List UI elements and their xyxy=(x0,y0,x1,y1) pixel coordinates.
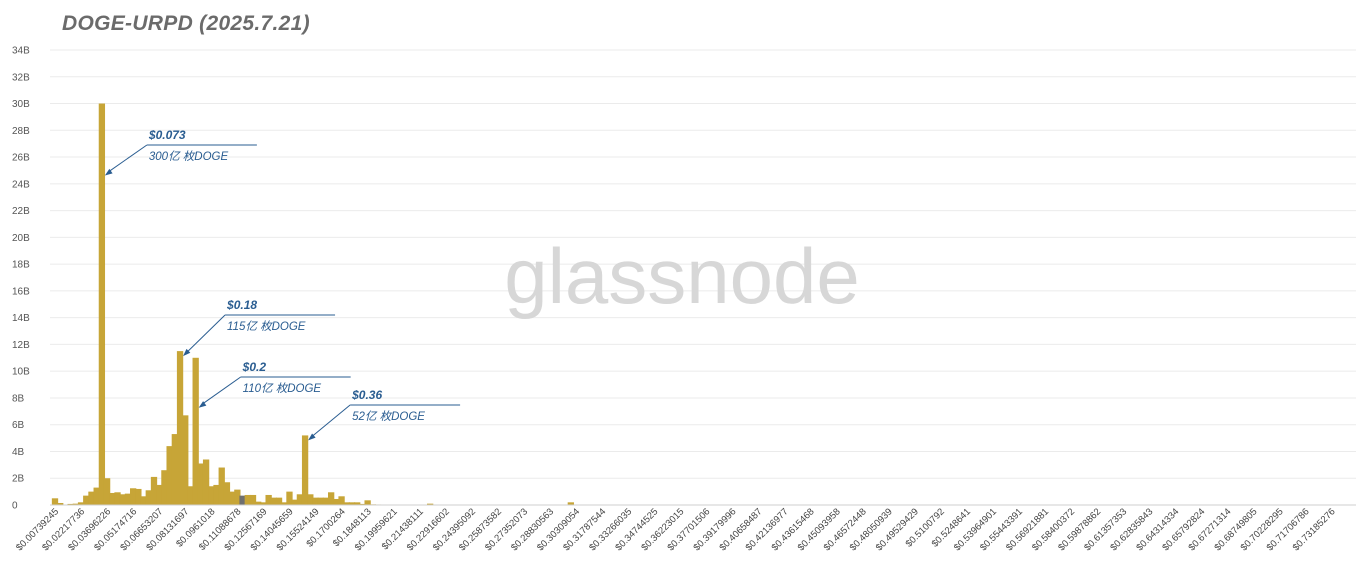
y-tick-label: 32B xyxy=(12,72,30,83)
y-tick-label: 16B xyxy=(12,286,30,297)
y-tick-label: 20B xyxy=(12,233,30,244)
y-tick-label: 4B xyxy=(12,447,25,458)
annotation-arrow xyxy=(203,377,241,404)
y-tick-label: 22B xyxy=(12,206,30,217)
y-tick-label: 2B xyxy=(12,474,25,485)
annotation: $0.18 115亿 枚DOGE xyxy=(183,298,335,356)
annotation-arrow xyxy=(312,405,350,436)
annotation: $0.073 300亿 枚DOGE xyxy=(105,128,257,176)
annotations: $0.073 300亿 枚DOGE $0.18 115亿 枚DOGE $0.2 110亿 … xyxy=(105,128,460,440)
annotation-arrow xyxy=(187,315,225,352)
annotation-arrow xyxy=(109,145,147,172)
y-tick-label: 6B xyxy=(12,420,25,431)
annotation: $0.36 52亿 枚DOGE xyxy=(308,388,460,440)
watermark: glassnode xyxy=(504,232,860,320)
y-tick-label: 10B xyxy=(12,367,30,378)
y-axis: 0 2B 4B 6B 8B 10B 12B 14B 16B 18B 20B 22B 24B 26B 28B 3… xyxy=(12,46,30,512)
y-tick-label: 18B xyxy=(12,260,30,271)
y-tick-label: 0 xyxy=(12,501,18,512)
annotation-price: $0.2 xyxy=(242,360,267,374)
bars xyxy=(52,104,574,505)
y-tick-label: 26B xyxy=(12,153,30,164)
y-tick-label: 12B xyxy=(12,340,30,351)
annotation-amount: 52亿 枚DOGE xyxy=(352,410,425,423)
annotation: $0.2 110亿 枚DOGE xyxy=(199,360,351,408)
bar xyxy=(99,104,105,505)
y-tick-label: 24B xyxy=(12,179,30,190)
y-tick-label: 8B xyxy=(12,393,25,404)
y-tick-label: 14B xyxy=(12,313,30,324)
y-tick-label: 34B xyxy=(12,46,30,57)
x-axis: $0.00739245$0.02217736$0.03696226$0.0517… xyxy=(14,506,1338,553)
annotation-amount: 110亿 枚DOGE xyxy=(243,382,322,395)
annotation-price: $0.073 xyxy=(148,128,186,142)
chart-title: DOGE-URPD (2025.7.21) xyxy=(62,12,310,36)
annotation-amount: 115亿 枚DOGE xyxy=(227,320,306,333)
y-tick-label: 28B xyxy=(12,126,30,137)
annotation-price: $0.18 xyxy=(226,298,257,312)
bar xyxy=(364,500,370,505)
annotation-price: $0.36 xyxy=(351,388,382,402)
y-tick-label: 30B xyxy=(12,99,30,110)
annotation-amount: 300亿 枚DOGE xyxy=(149,150,229,163)
